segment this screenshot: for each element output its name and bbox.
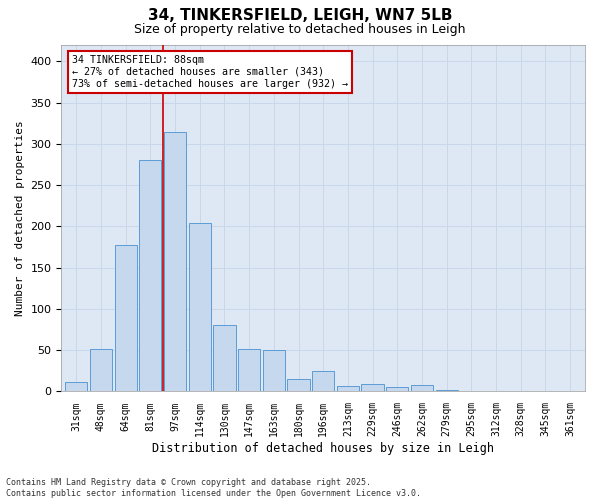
Bar	[287, 379, 310, 392]
Bar	[535, 390, 557, 392]
Bar	[115, 244, 137, 392]
Bar	[65, 382, 88, 392]
Bar	[361, 384, 384, 392]
Bar	[164, 132, 186, 392]
X-axis label: Distribution of detached houses by size in Leigh: Distribution of detached houses by size …	[152, 442, 494, 455]
Bar	[312, 371, 334, 392]
Y-axis label: Number of detached properties: Number of detached properties	[15, 120, 25, 316]
Bar	[213, 324, 236, 392]
Text: 34 TINKERSFIELD: 88sqm
← 27% of detached houses are smaller (343)
73% of semi-de: 34 TINKERSFIELD: 88sqm ← 27% of detached…	[72, 56, 348, 88]
Text: Contains HM Land Registry data © Crown copyright and database right 2025.
Contai: Contains HM Land Registry data © Crown c…	[6, 478, 421, 498]
Bar	[509, 390, 532, 392]
Bar	[238, 348, 260, 392]
Text: Size of property relative to detached houses in Leigh: Size of property relative to detached ho…	[134, 22, 466, 36]
Bar	[90, 348, 112, 392]
Bar	[436, 390, 458, 392]
Bar	[559, 390, 581, 392]
Bar	[263, 350, 285, 392]
Bar	[188, 223, 211, 392]
Bar	[460, 390, 482, 392]
Text: 34, TINKERSFIELD, LEIGH, WN7 5LB: 34, TINKERSFIELD, LEIGH, WN7 5LB	[148, 8, 452, 22]
Bar	[139, 160, 161, 392]
Bar	[337, 386, 359, 392]
Bar	[386, 388, 409, 392]
Bar	[485, 390, 507, 392]
Bar	[411, 385, 433, 392]
